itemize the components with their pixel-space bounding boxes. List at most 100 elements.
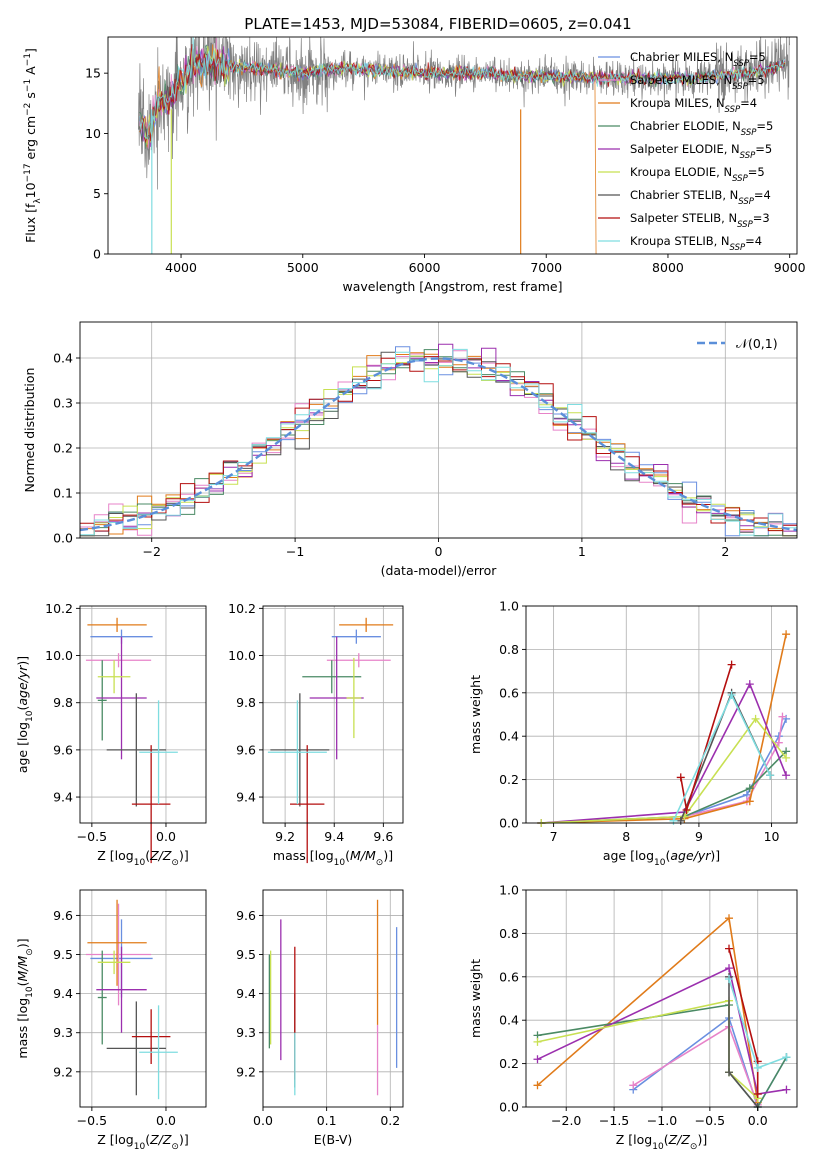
spectrum-legend-label-6-part-0: Chabrier STELIB, N (630, 188, 738, 202)
spectrum-plot-area (138, 37, 790, 254)
residuals-ytick-label-0: 0.0 (53, 531, 73, 546)
mass-weight-vs-age-marker-5-3 (782, 753, 791, 762)
mass-weight-vs-Z-xtick-label-3: −0.5 (695, 1113, 725, 1128)
age-vs-Z-xlabel-part-3: Z/Z (149, 848, 172, 863)
mass-weight-vs-age-line-2 (541, 634, 787, 824)
grid-layer (80, 322, 797, 1108)
mass-weight-vs-age-marker-8-2 (766, 771, 775, 780)
spectrum-ytick-label-3: 15 (85, 66, 101, 81)
spectrum-legend-label-5: Kroupa ELODIE, NSSP=5 (630, 165, 765, 184)
age-vs-Z-ytick-label-4: 10.2 (45, 601, 73, 616)
mass-weight-vs-Z-ytick-label-0: 0.0 (499, 1100, 519, 1115)
mass-weight-vs-age-marker-8-0 (669, 816, 678, 825)
mass-vs-EBV-ytick-label-3: 9.5 (236, 947, 256, 962)
spectrum-legend-label-2: Kroupa MILES, NSSP=4 (630, 96, 757, 115)
residuals-ytick-label-1: 0.1 (53, 486, 73, 501)
mass-weight-vs-age-marker-7-2 (727, 660, 736, 669)
spectrum-ylabel-part-10: ] (23, 48, 38, 53)
mass-weight-vs-Z-marker-2-0 (533, 1081, 542, 1090)
mass-weight-vs-Z-line-2 (536, 916, 759, 1103)
mass-weight-vs-age-marker-3-2 (745, 784, 754, 793)
spectrum-legend-label-8-part-1: SSP (730, 243, 746, 253)
residuals-ylabel: Normed distribution (22, 368, 37, 493)
age-vs-Z-xlabel: Z [log10(Z/Z⊙)] (97, 848, 188, 868)
mass-weight-vs-age-ytick-label-0: 0.0 (499, 816, 519, 831)
mass-vs-Z-xtick-label-0: −0.5 (77, 1113, 107, 1128)
spectrum-legend-label-0-part-2: =5 (749, 50, 766, 64)
mass-vs-EBV-xlabel: E(B-V) (314, 1132, 353, 1147)
spectrum-xlabel: wavelength [Angstrom, rest frame] (342, 279, 562, 294)
spectrum-legend-label-3: Chabrier ELODIE, NSSP=5 (630, 119, 773, 138)
mass-weight-vs-Z-marker-8-0 (725, 974, 734, 983)
age-vs-Z-xtick-label-1: 0.0 (156, 829, 176, 844)
spectrum-ytick-label-1: 5 (93, 186, 101, 201)
mass-weight-vs-age-xlabel-part-4: )] (710, 848, 720, 863)
mass-weight-vs-age-xlabel-part-2: ( (665, 848, 670, 863)
mass-weight-vs-Z-xlabel-part-4: ⊙ (690, 1142, 698, 1152)
age-vs-Z-ylabel-part-1: 10 (25, 710, 35, 722)
mass-weight-vs-age-marker-7-0 (676, 773, 685, 782)
mass-vs-EBV-ytick-label-1: 9.3 (236, 1025, 256, 1040)
mass-weight-vs-age-frame (525, 605, 798, 824)
residuals-xtick-label-0: −2 (142, 544, 160, 559)
mass-weight-vs-Z-xtick-label-0: −2.0 (551, 1113, 581, 1128)
spectrum-frame (107, 36, 798, 255)
mass-vs-Z-ylabel-part-5: )] (15, 938, 30, 948)
spectrum-ylabel-part-2: 10 (23, 182, 38, 198)
mass-vs-EBV-xlabel-part-0: E(B-V) (314, 1132, 353, 1147)
mass-vs-Z-ytick-label-4: 9.6 (53, 908, 73, 923)
spectrum-xlabel-part-0: wavelength [Angstrom, rest frame] (342, 279, 562, 294)
mass-vs-Z-xlabel-part-4: ⊙ (171, 1142, 179, 1152)
mass-weight-vs-Z-marker-1-0 (629, 1081, 638, 1090)
spectrum-legend-label-3-part-1: SSP (741, 128, 757, 138)
residuals-xlabel-part-0: (data-model)/error (381, 563, 498, 578)
mass-weight-vs-Z-line-4 (537, 966, 787, 1095)
spectrum-legend-label-6-part-1: SSP (738, 197, 754, 207)
age-vs-Z-xlabel-part-5: )] (179, 848, 189, 863)
mass-weight-vs-Z-marker-6-1 (725, 1068, 734, 1077)
age-vs-Z-xlabel-part-2: ( (145, 848, 150, 863)
age-vs-mass-xlabel-part-5: )] (383, 848, 393, 863)
mass-vs-EBV-ytick-label-4: 9.6 (236, 908, 256, 923)
spectrum-legend-label-8: Kroupa STELIB, NSSP=4 (630, 234, 762, 253)
text-layer: 4000 5000 6000 7000 8000 9000051015wavelength… (15, 48, 806, 1152)
age-vs-mass-xlabel-part-2: ( (345, 848, 350, 863)
mass-weight-vs-age-line-4 (541, 682, 787, 824)
age-vs-mass-xlabel-part-1: 10 (334, 858, 346, 868)
mass-vs-EBV-xtick-label-1: 0.1 (317, 1113, 337, 1128)
mass-vs-Z-ytick-label-0: 9.2 (53, 1064, 73, 1079)
age-vs-Z-ylabel-part-0: age [log (15, 722, 30, 773)
spectrum-xtick-label-1: 5000 (287, 260, 319, 275)
mass-weight-vs-Z-marker-4-1 (725, 964, 734, 973)
mass-weight-vs-Z-marker-7-0 (725, 944, 734, 953)
spectrum-legend-label-1-part-2: =5 (748, 73, 765, 87)
age-vs-mass-xlabel-part-3: M/M (350, 848, 376, 863)
age-vs-mass-ytick-label-3: 10.0 (228, 648, 256, 663)
spectrum-xtick-label-2: 6000 (409, 260, 441, 275)
age-vs-Z-xlabel-part-1: 10 (134, 858, 146, 868)
age-vs-mass-xlabel-part-0: mass [log (273, 848, 334, 863)
residuals-ylabel-part-0: Normed distribution (22, 368, 37, 493)
mass-weight-vs-Z-marker-7-2 (753, 1089, 762, 1098)
gaussian-legend-label: 𝒩(0,1) (736, 336, 778, 351)
mass-weight-vs-age-xtick-label-1: 8 (622, 829, 630, 844)
mass-weight-vs-Z-xlabel-part-0: Z [log (616, 1132, 652, 1147)
mass-vs-EBV-ytick-label-2: 9.4 (236, 986, 256, 1001)
mass-weight-vs-Z-xlabel-part-1: 10 (652, 1142, 664, 1152)
mass-weight-vs-age-xtick-label-0: 7 (550, 829, 558, 844)
spectrum-legend-label-3-part-2: =5 (756, 119, 773, 133)
age-vs-mass-frame (262, 605, 404, 824)
mass-weight-vs-Z-xlabel-part-3: Z/Z (668, 1132, 691, 1147)
mass-vs-Z-ylabel-part-0: mass [log (15, 998, 30, 1059)
age-vs-mass-ytick-label-1: 9.6 (236, 742, 256, 757)
mass-weight-vs-Z-marker-8-2 (782, 1053, 791, 1062)
mass-weight-vs-Z-line-5 (537, 999, 759, 1099)
mass-vs-Z-ytick-label-1: 9.3 (53, 1025, 73, 1040)
mass-weight-vs-age-xtick-label-2: 9 (695, 829, 703, 844)
gaussian-curve (79, 357, 798, 532)
spectrum-legend-label-7-part-1: SSP (737, 220, 753, 230)
spectrum-ylabel-part-4: erg cm (23, 116, 38, 164)
mass-weight-vs-age-marker-4-2 (745, 680, 754, 689)
mass-weight-vs-Z-xlabel-part-5: )] (697, 1132, 707, 1147)
